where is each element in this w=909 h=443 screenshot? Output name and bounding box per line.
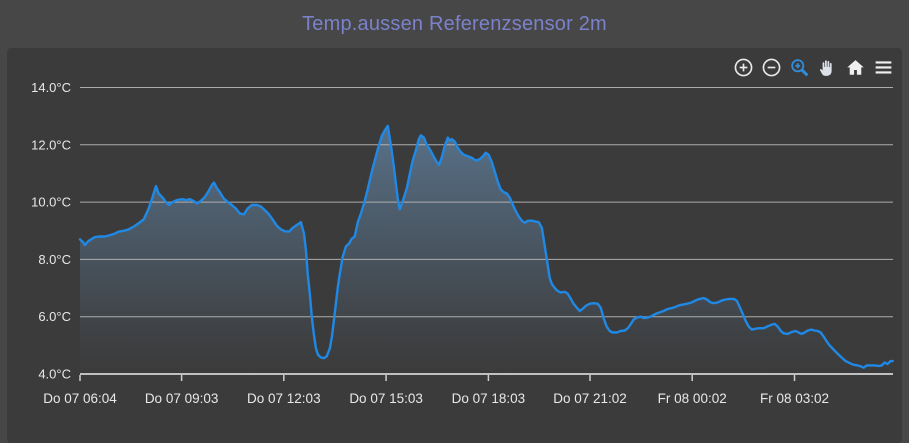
hand-icon: [819, 60, 832, 76]
home-icon: [847, 60, 864, 75]
y-tick-label: 12.0°C: [31, 137, 71, 152]
x-tick-label: Do 07 15:03: [349, 391, 423, 406]
temperature-line: [78, 124, 894, 369]
hamburger-icon: [875, 61, 892, 74]
magnifier-plus-icon: [791, 59, 809, 77]
x-tick-label: Do 07 06:04: [43, 391, 117, 406]
zoom-in-button[interactable]: [731, 55, 756, 80]
zoom-out-button[interactable]: [759, 55, 784, 80]
menu-button[interactable]: [871, 55, 896, 80]
plot-toolbar: [731, 55, 896, 80]
home-button[interactable]: [843, 55, 868, 80]
y-tick-label: 4.0°C: [38, 367, 71, 382]
circle-plus-icon: [734, 58, 753, 77]
x-tick-label: Do 07 18:03: [452, 391, 526, 406]
y-tick-label: 14.0°C: [31, 80, 71, 95]
pan-button[interactable]: [815, 55, 840, 80]
x-tick-label: Fr 08 00:02: [658, 391, 727, 406]
circle-minus-icon: [762, 58, 781, 77]
x-tick-label: Do 07 09:03: [145, 391, 219, 406]
x-tick-label: Fr 08 03:02: [760, 391, 829, 406]
x-tick-label: Do 07 12:03: [247, 391, 321, 406]
y-tick-label: 10.0°C: [31, 195, 71, 210]
y-tick-label: 6.0°C: [38, 309, 71, 324]
box-zoom-button[interactable]: [787, 55, 812, 80]
y-tick-label: 8.0°C: [38, 252, 71, 267]
x-tick-label: Do 07 21:02: [553, 391, 627, 406]
temperature-area-fill: [80, 125, 893, 375]
page-title: Temp.aussen Referenzsensor 2m: [302, 13, 607, 35]
